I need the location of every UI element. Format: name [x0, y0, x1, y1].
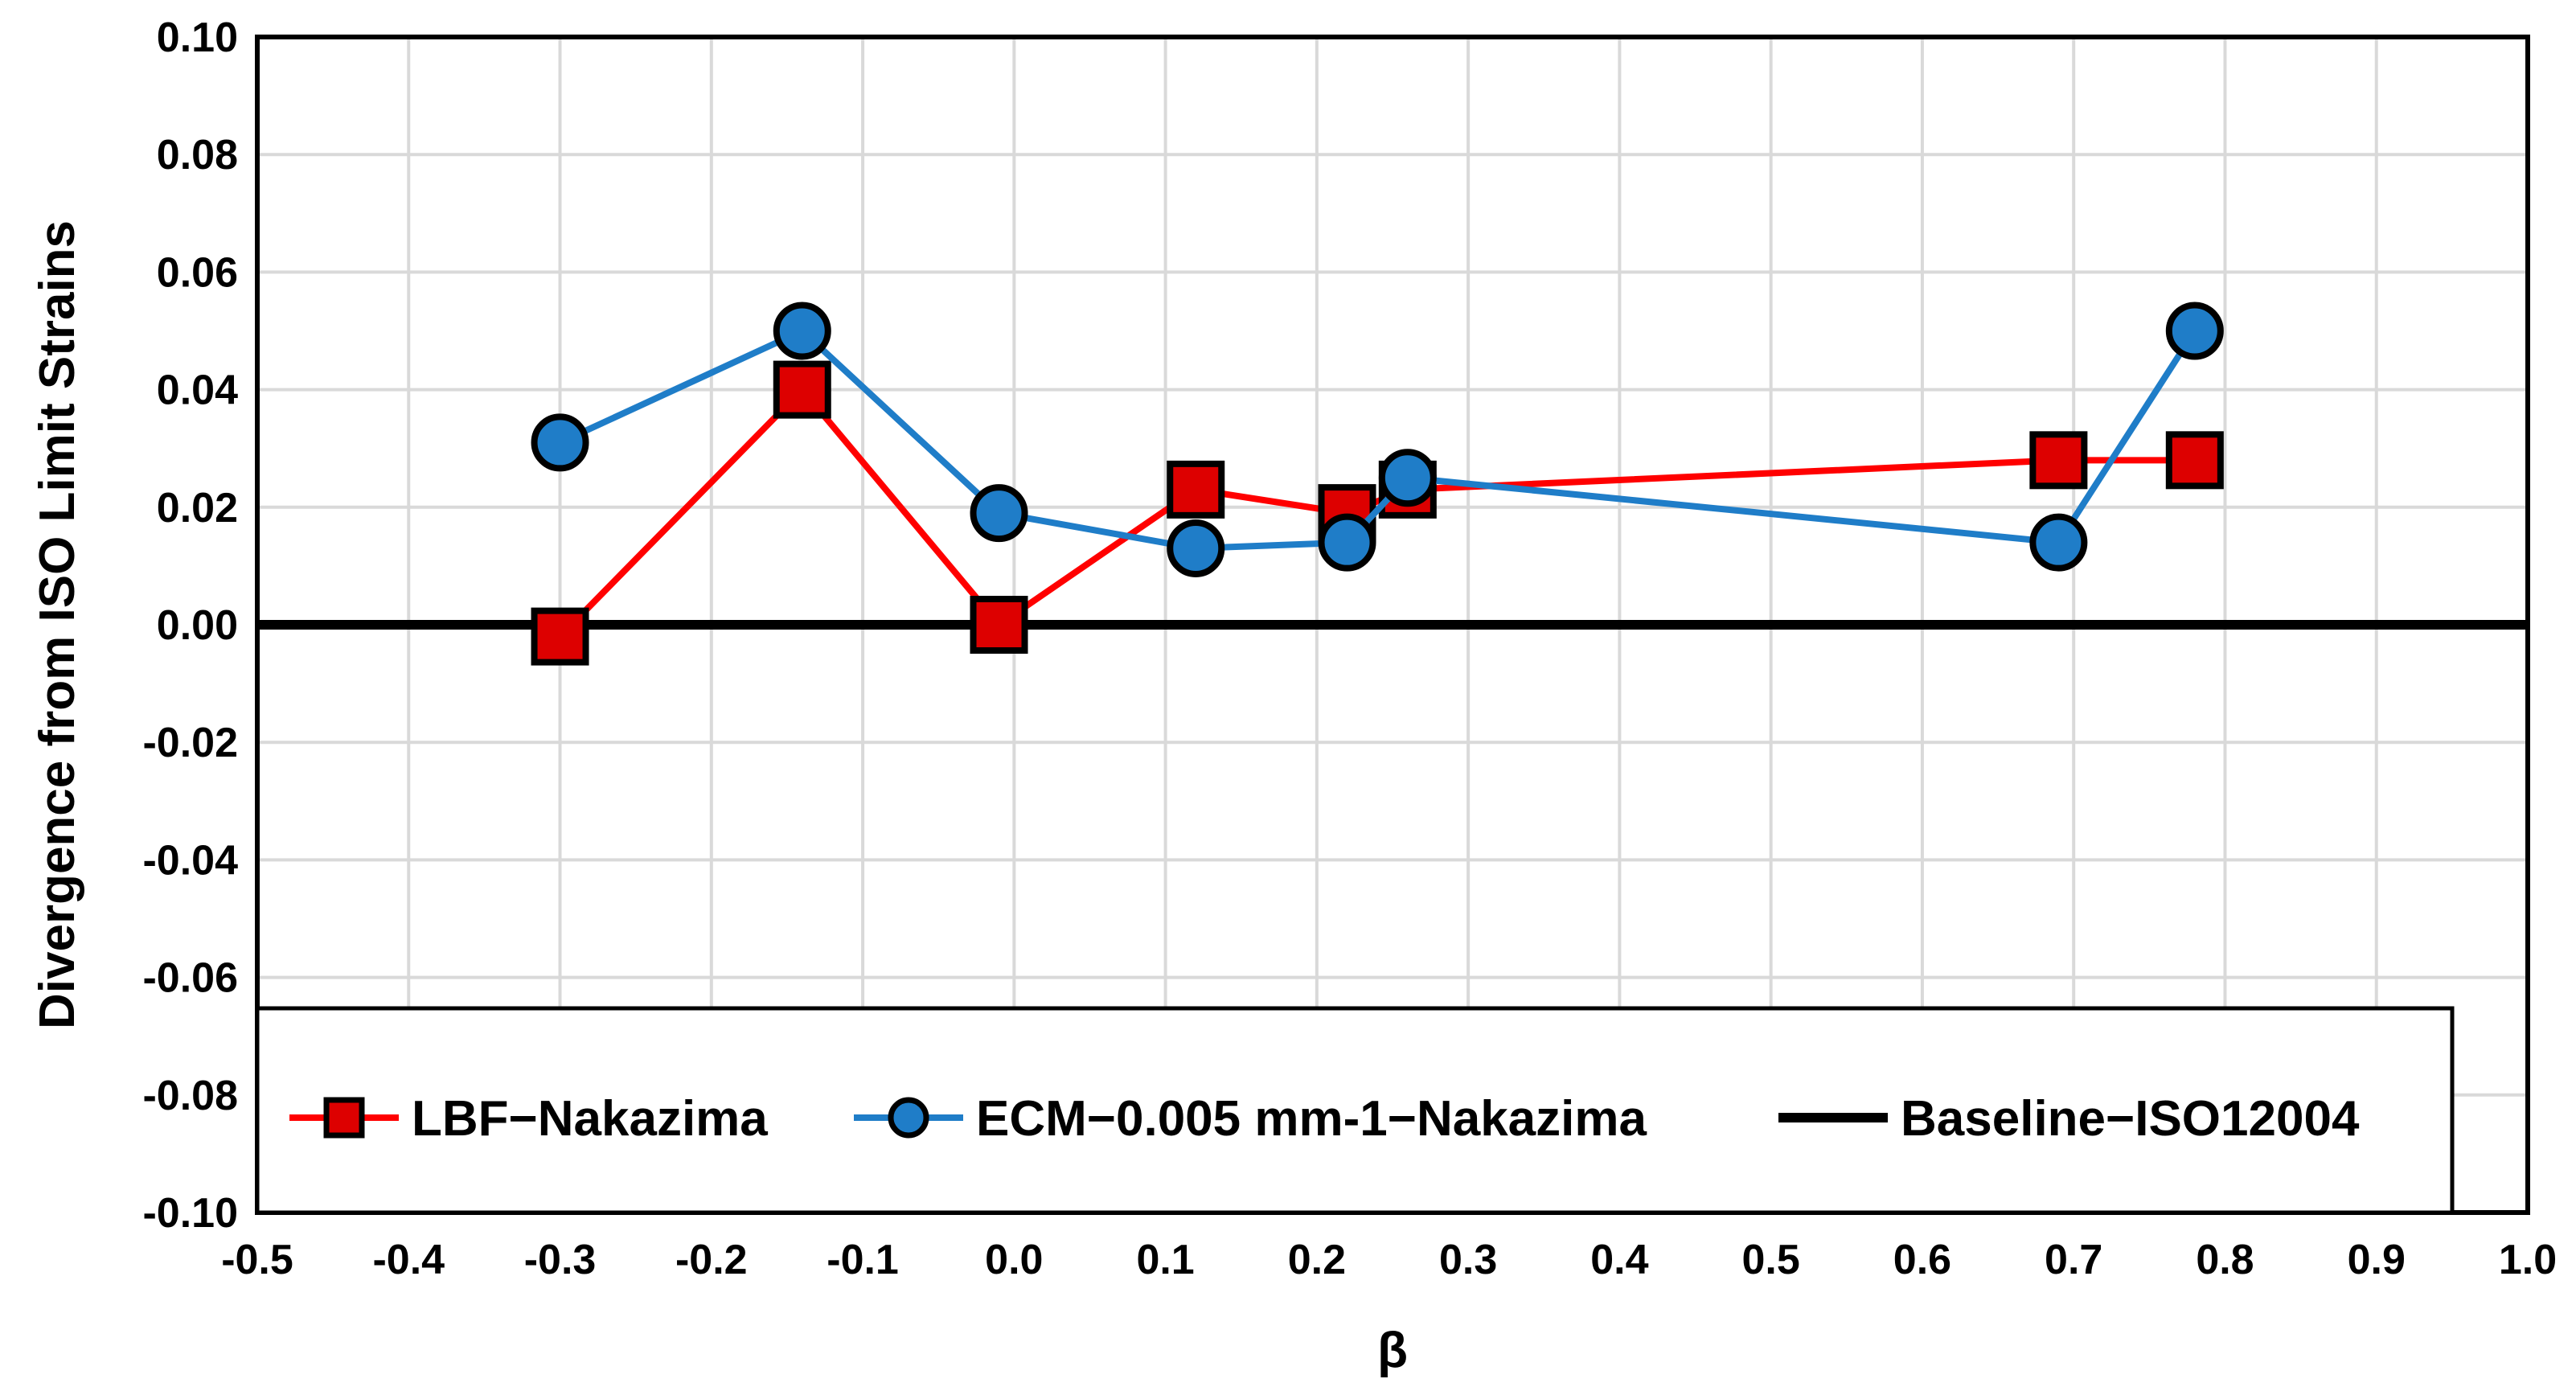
- x-tick-label: 0.0: [985, 1237, 1043, 1283]
- x-tick-label: 0.4: [1590, 1237, 1648, 1283]
- x-tick-label: -0.1: [827, 1237, 899, 1283]
- data-point-circle: [1378, 449, 1437, 507]
- y-tick-label: 0.06: [157, 249, 238, 296]
- x-tick-label: -0.3: [524, 1237, 597, 1283]
- x-tick-label: 0.1: [1136, 1237, 1194, 1283]
- x-tick-label: 0.2: [1288, 1237, 1346, 1283]
- series-layer: [257, 302, 2528, 666]
- y-tick-label: 0.04: [157, 367, 238, 414]
- x-tick-label: -0.2: [675, 1237, 748, 1283]
- x-tick-label: 0.8: [2196, 1237, 2254, 1283]
- x-tick-label: 0.9: [2348, 1237, 2406, 1283]
- data-point-circle: [2165, 302, 2224, 360]
- data-point-circle: [1318, 513, 1376, 572]
- x-axis-tick-labels: -0.5 -0.4 -0.3 -0.2 -0.1 0.0 0.1 0.2 0.3 0.4 0.5 0.…: [221, 1237, 2557, 1283]
- x-tick-label: 0.3: [1439, 1237, 1497, 1283]
- series-line: [558, 327, 2198, 552]
- data-point-circle: [773, 302, 831, 360]
- y-tick-label: 0.00: [157, 602, 238, 649]
- y-tick-label: -0.08: [142, 1073, 238, 1119]
- x-tick-label: -0.4: [372, 1237, 445, 1283]
- data-point-square: [531, 607, 589, 666]
- x-axis-title: β: [1377, 1323, 1408, 1378]
- y-tick-label: 0.02: [157, 485, 238, 531]
- data-point-circle: [2029, 513, 2088, 572]
- x-tick-label: 1.0: [2499, 1237, 2557, 1283]
- legend-item: ECM−0.005 mm-1−Nakazima: [854, 1091, 1647, 1147]
- data-point-square: [2165, 431, 2224, 490]
- legend-marker-circle: [888, 1097, 929, 1139]
- legend-marker-square: [323, 1097, 365, 1139]
- y-axis-tick-labels: 0.10 0.08 0.06 0.04 0.02 0.00 -0.02 -0.04 -0.06 -…: [142, 14, 238, 1237]
- x-tick-label: 0.5: [1742, 1237, 1800, 1283]
- data-point-square: [1167, 460, 1225, 519]
- x-tick-label: 0.7: [2045, 1237, 2102, 1283]
- legend-box: [255, 1006, 2455, 1215]
- x-tick-label: -0.5: [221, 1237, 293, 1283]
- legend-label: LBF−Nakazima: [412, 1091, 768, 1147]
- legend-label: Baseline−ISO12004: [1901, 1091, 2360, 1147]
- data-point-circle: [1167, 519, 1225, 577]
- y-tick-label: 0.08: [157, 132, 238, 179]
- series-1: [531, 302, 2224, 577]
- data-point-square: [773, 360, 831, 419]
- y-tick-label: -0.10: [142, 1190, 238, 1237]
- legend-label: ECM−0.005 mm-1−Nakazima: [976, 1091, 1647, 1147]
- data-point-square: [970, 596, 1028, 654]
- legend-item: LBF−Nakazima: [289, 1091, 768, 1147]
- x-tick-label: 0.6: [1893, 1237, 1951, 1283]
- data-point-circle: [970, 484, 1028, 543]
- y-tick-label: 0.10: [157, 14, 238, 61]
- y-axis-title: Divergence from ISO Limit Strains: [30, 220, 85, 1029]
- legend: LBF−Nakazima ECM−0.005 mm-1−Nakazima Basel…: [255, 1006, 2455, 1215]
- data-point-square: [2029, 431, 2088, 490]
- series-line: [557, 386, 2195, 639]
- legend-item: Baseline−ISO12004: [1778, 1091, 2360, 1147]
- y-tick-label: -0.04: [142, 837, 238, 884]
- y-tick-label: -0.02: [142, 720, 238, 766]
- y-tick-label: -0.06: [142, 955, 238, 1002]
- data-point-circle: [531, 413, 589, 472]
